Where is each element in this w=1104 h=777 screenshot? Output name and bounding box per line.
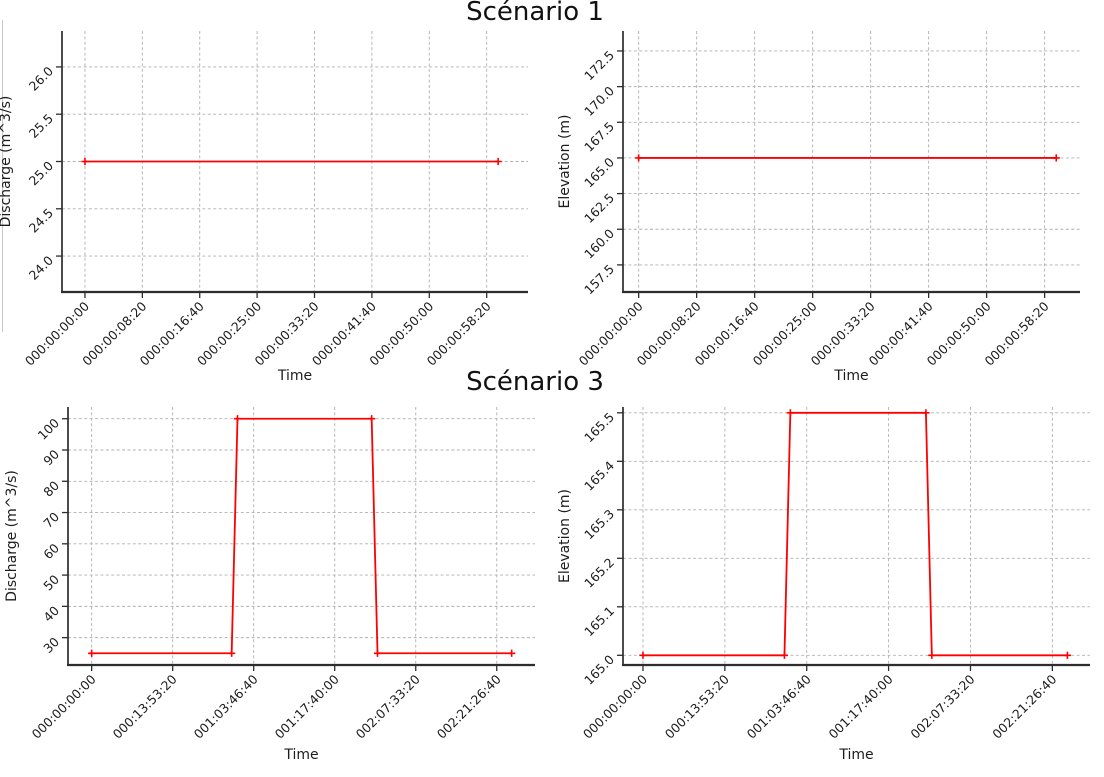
data-markers bbox=[635, 154, 1060, 162]
x-axis-label: Time bbox=[838, 747, 873, 763]
grid-lines bbox=[68, 407, 535, 665]
grid-lines bbox=[623, 407, 1090, 665]
data-markers bbox=[88, 415, 516, 657]
x-tick-label: 001:03:46:40 bbox=[744, 671, 814, 741]
x-tick-label: 000:00:58:20 bbox=[982, 298, 1052, 368]
y-axis-label: Elevation (m) bbox=[557, 489, 573, 583]
y-tick-label: 157.5 bbox=[581, 261, 617, 297]
tick-marks bbox=[617, 412, 1053, 671]
y-tick-label: 160.0 bbox=[581, 226, 617, 262]
x-tick-label: 000:00:50:00 bbox=[924, 298, 994, 368]
y-tick-label: 24.5 bbox=[26, 205, 56, 235]
data-markers bbox=[81, 157, 502, 166]
tick-marks bbox=[56, 66, 488, 298]
y-tick-label: 165.3 bbox=[581, 506, 617, 542]
x-tick-label: 000:00:41:40 bbox=[309, 298, 379, 368]
tick-labels: 000:00:00:00 000:13:53:20 001:03:46:40 001:… bbox=[580, 409, 1060, 741]
x-tick-label: 000:00:16:40 bbox=[692, 298, 762, 368]
x-tick-label: 000:00:58:20 bbox=[424, 298, 494, 368]
grid-lines bbox=[623, 31, 1080, 292]
data-markers bbox=[639, 409, 1071, 659]
y-tick-label: 90 bbox=[40, 446, 62, 468]
y-tick-label: 170.0 bbox=[581, 83, 617, 119]
y-tick-label: 26.0 bbox=[26, 63, 56, 93]
y-tick-label: 25.0 bbox=[26, 158, 56, 188]
tick-labels: 000:00:00:00000:00:08:20000:00:16:40000:… bbox=[22, 63, 494, 368]
x-tick-label: 002:07:33:20 bbox=[907, 671, 977, 741]
x-tick-label: 001:03:46:40 bbox=[191, 671, 261, 741]
tick-labels: 000:00:00:00000:00:08:20000:00:16:40000:… bbox=[576, 47, 1052, 368]
y-tick-label: 172.5 bbox=[581, 47, 617, 83]
x-tick-label: 002:07:33:20 bbox=[353, 671, 423, 741]
y-tick-label: 24.0 bbox=[26, 253, 56, 283]
x-tick-label: 000:00:25:00 bbox=[750, 298, 820, 368]
y-tick-label: 162.5 bbox=[581, 190, 617, 226]
x-tick-label: 001:17:40:00 bbox=[826, 671, 896, 741]
x-tick-label: 000:13:53:20 bbox=[662, 671, 732, 741]
x-tick-label: 000:00:33:20 bbox=[808, 298, 878, 368]
y-tick-label: 165.2 bbox=[581, 555, 617, 591]
y-tick-label: 70 bbox=[40, 509, 62, 531]
y-tick-label: 50 bbox=[40, 572, 62, 594]
figure-title-scenario-1: Scénario 1 bbox=[466, 0, 604, 27]
y-tick-label: 40 bbox=[40, 603, 62, 625]
y-tick-label: 167.5 bbox=[581, 119, 617, 155]
x-tick-label: 000:00:16:40 bbox=[137, 298, 207, 368]
tick-labels: 000:00:00:00 000:13:53:20 001:03:46:40 001:… bbox=[29, 415, 504, 741]
y-tick-label: 165.0 bbox=[581, 652, 617, 688]
x-tick-label: 002:21:26:40 bbox=[434, 671, 504, 741]
tick-marks bbox=[617, 50, 1046, 298]
x-tick-label: 002:21:26:40 bbox=[989, 671, 1059, 741]
y-tick-label: 80 bbox=[40, 478, 62, 500]
x-tick-label: 000:00:00:00 bbox=[22, 298, 92, 368]
tick-marks bbox=[62, 418, 498, 671]
y-tick-label: 165.1 bbox=[581, 603, 617, 639]
x-tick-label: 000:13:53:20 bbox=[110, 671, 180, 741]
y-tick-label: 165.5 bbox=[581, 409, 617, 445]
series-line-elevation bbox=[642, 411, 1068, 657]
x-tick-label: 000:00:50:00 bbox=[366, 298, 436, 368]
x-axis-label: Time bbox=[283, 747, 318, 763]
figure-left-edge-line bbox=[2, 20, 3, 332]
x-tick-label: 000:00:08:20 bbox=[634, 298, 704, 368]
y-tick-label: 100 bbox=[35, 415, 63, 443]
y-tick-label: 165.0 bbox=[581, 154, 617, 190]
y-tick-label: 60 bbox=[40, 540, 62, 562]
y-tick-label: 165.4 bbox=[581, 458, 617, 494]
x-tick-label: 000:00:41:40 bbox=[866, 298, 936, 368]
y-tick-label: 25.5 bbox=[26, 111, 56, 141]
x-tick-label: 000:00:33:20 bbox=[251, 298, 321, 368]
y-axis-label: Discharge (m^3/s) bbox=[4, 470, 20, 602]
x-tick-label: 000:00:25:00 bbox=[194, 298, 264, 368]
x-tick-label: 001:17:40:00 bbox=[272, 671, 342, 741]
y-tick-label: 30 bbox=[40, 634, 62, 656]
x-tick-label: 000:00:00:00 bbox=[580, 671, 650, 741]
x-tick-label: 000:00:08:20 bbox=[79, 298, 149, 368]
figure-title-scenario-3: Scénario 3 bbox=[466, 367, 604, 397]
y-axis-label: Elevation (m) bbox=[557, 114, 573, 208]
x-tick-label: 000:00:00:00 bbox=[29, 671, 99, 741]
x-tick-label: 000:00:00:00 bbox=[576, 298, 646, 368]
series-line-discharge bbox=[91, 417, 512, 655]
grid-lines bbox=[62, 31, 528, 292]
